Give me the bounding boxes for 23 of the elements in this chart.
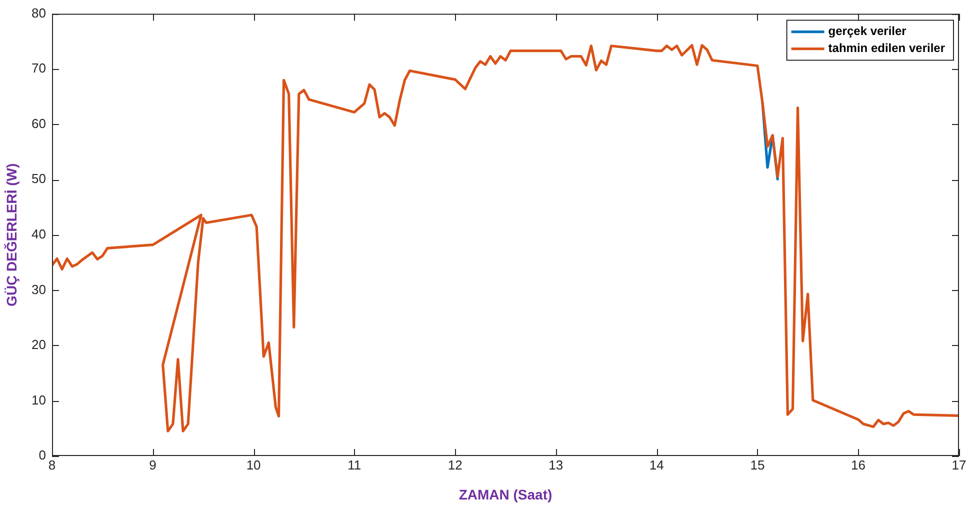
x-tick-label: 9 [149, 457, 156, 472]
x-tick-label: 14 [649, 457, 664, 472]
x-tick-label: 8 [48, 457, 56, 472]
x-tick-label: 15 [750, 457, 765, 472]
legend-label: gerçek veriler [828, 24, 907, 38]
x-axis-title: ZAMAN (Saat) [458, 486, 552, 502]
x-tick-label: 11 [348, 457, 362, 472]
y-tick-label: 80 [32, 5, 46, 20]
y-tick-label: 10 [32, 392, 46, 408]
y-tick-label: 20 [32, 337, 46, 352]
y-axis-title: GÜÇ DEĞERLERİ (W) [3, 163, 20, 306]
x-tick-label: 10 [246, 457, 261, 472]
x-tick-label: 12 [448, 457, 462, 472]
legend-label: tahmin edilen veriler [828, 41, 946, 56]
y-tick-label: 30 [32, 282, 46, 297]
y-tick-label: 70 [32, 60, 46, 76]
y-tick-label: 0 [38, 448, 46, 463]
x-tick-label: 16 [850, 457, 866, 472]
y-tick-label: 60 [32, 116, 46, 131]
y-tick-label: 50 [32, 171, 46, 186]
x-tick-label: 13 [548, 457, 564, 472]
x-tick-label: 17 [952, 457, 966, 472]
y-tick-label: 40 [32, 226, 46, 242]
